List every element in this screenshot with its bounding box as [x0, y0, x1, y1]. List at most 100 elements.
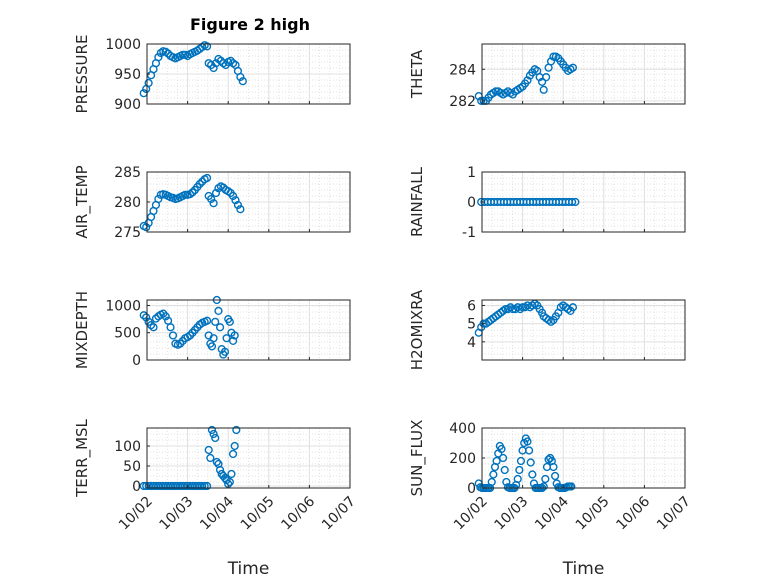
- data-point: [149, 323, 158, 332]
- data-point: [209, 199, 218, 208]
- data-point: [206, 453, 215, 463]
- data-point: [161, 312, 170, 321]
- data-point: [207, 194, 216, 204]
- data-point: [526, 458, 535, 467]
- data-point: [154, 53, 163, 62]
- x-tick-label: 10/05: [573, 494, 613, 534]
- data-point: [166, 323, 175, 332]
- data-point: [568, 303, 578, 312]
- x-tick-label: 10/07: [654, 494, 694, 534]
- data-point: [502, 477, 511, 487]
- y-tick-label: 1: [467, 165, 476, 181]
- data-point: [499, 453, 508, 463]
- subplot-sun-flux: 0 200 400 10/02 10/03 10/04 10/05 10/06 10/07 Tim…: [408, 420, 694, 579]
- data-point: [195, 179, 204, 189]
- data-point: [188, 188, 197, 197]
- y-axis-label: H2OMIXRA: [408, 289, 426, 370]
- data-point: [154, 194, 163, 204]
- data-point: [142, 313, 151, 322]
- x-tick-label: 10/02: [116, 494, 156, 534]
- data-point: [568, 197, 577, 207]
- data-point: [523, 437, 532, 446]
- data-point: [539, 85, 548, 94]
- data-point: [209, 334, 218, 343]
- y-tick-label: -1: [462, 225, 476, 241]
- data-point: [571, 197, 580, 207]
- data-point: [202, 316, 212, 325]
- y-tick-label: 400: [449, 421, 476, 437]
- data-point: [144, 78, 153, 88]
- figure-title: Figure 2 high: [190, 15, 310, 34]
- y-tick-label: 200: [449, 451, 476, 467]
- y-tick-label: 280: [114, 195, 141, 211]
- data-point: [211, 433, 220, 443]
- data-point: [541, 474, 550, 484]
- y-axis-label: SUN_FLUX: [408, 420, 427, 497]
- y-tick-label: 1000: [105, 298, 141, 314]
- data-point: [236, 72, 245, 82]
- subplot-h2omixra: 4 5 6 H2OMIXRA: [408, 289, 686, 370]
- data-point: [236, 205, 245, 214]
- data-point: [211, 317, 220, 326]
- data-point: [230, 331, 239, 340]
- data-point: [567, 482, 576, 491]
- axes-box: [146, 299, 351, 361]
- data-point: [230, 441, 239, 451]
- data-point: [202, 481, 212, 491]
- axes-box: [481, 299, 686, 361]
- data-point: [142, 223, 151, 232]
- data-point: [228, 191, 238, 201]
- data-point: [515, 465, 524, 475]
- y-tick-label: 0: [467, 481, 476, 497]
- y-tick-label: 50: [123, 459, 141, 475]
- data-point: [209, 63, 218, 73]
- data-point: [198, 481, 207, 491]
- x-tick-label: 10/03: [492, 494, 532, 534]
- data-point: [542, 73, 551, 82]
- data-point: [220, 347, 230, 356]
- data-point: [231, 196, 240, 205]
- x-tick-label: 10/03: [157, 494, 197, 534]
- data-point: [225, 477, 234, 487]
- data-point: [211, 188, 221, 198]
- data-point: [523, 76, 532, 85]
- x-tick-label: 10/04: [532, 493, 572, 533]
- axes-box: [146, 427, 351, 489]
- data-point: [207, 342, 217, 351]
- data-point: [233, 200, 243, 210]
- data-point: [226, 56, 235, 65]
- data-point: [215, 323, 225, 332]
- y-tick-label: 285: [114, 165, 141, 181]
- data-point: [238, 77, 247, 86]
- subplot-rainfall: -1 0 1 RAINFALL: [408, 165, 686, 241]
- data-point: [497, 444, 506, 454]
- data-point: [214, 306, 223, 316]
- data-point: [546, 57, 556, 66]
- y-axis-label: THETA: [408, 49, 426, 99]
- data-point: [168, 331, 178, 340]
- data-point: [528, 470, 537, 479]
- y-tick-label: 4: [467, 335, 476, 351]
- subplot-pressure: 900 950 1000 PRESSURE: [73, 35, 351, 113]
- data-point: [492, 456, 501, 466]
- x-tick-label: 10/05: [238, 494, 278, 534]
- data-point: [513, 474, 522, 484]
- y-tick-label: 1000: [105, 37, 141, 53]
- y-tick-label: 282: [449, 94, 476, 110]
- data-point: [232, 425, 241, 435]
- y-tick-label: 500: [114, 326, 141, 342]
- axes-box: [481, 43, 686, 105]
- data-point: [549, 462, 558, 472]
- data-point: [228, 449, 238, 459]
- y-tick-label: 900: [114, 97, 141, 113]
- data-point: [146, 320, 156, 330]
- data-point: [489, 470, 498, 479]
- data-point: [207, 425, 217, 435]
- y-tick-label: 950: [114, 67, 141, 83]
- data-point: [491, 87, 500, 96]
- data-point: [202, 42, 212, 51]
- data-point: [227, 469, 236, 479]
- y-tick-label: 5: [467, 317, 476, 333]
- data-point: [516, 456, 526, 466]
- y-tick-label: 6: [467, 298, 476, 314]
